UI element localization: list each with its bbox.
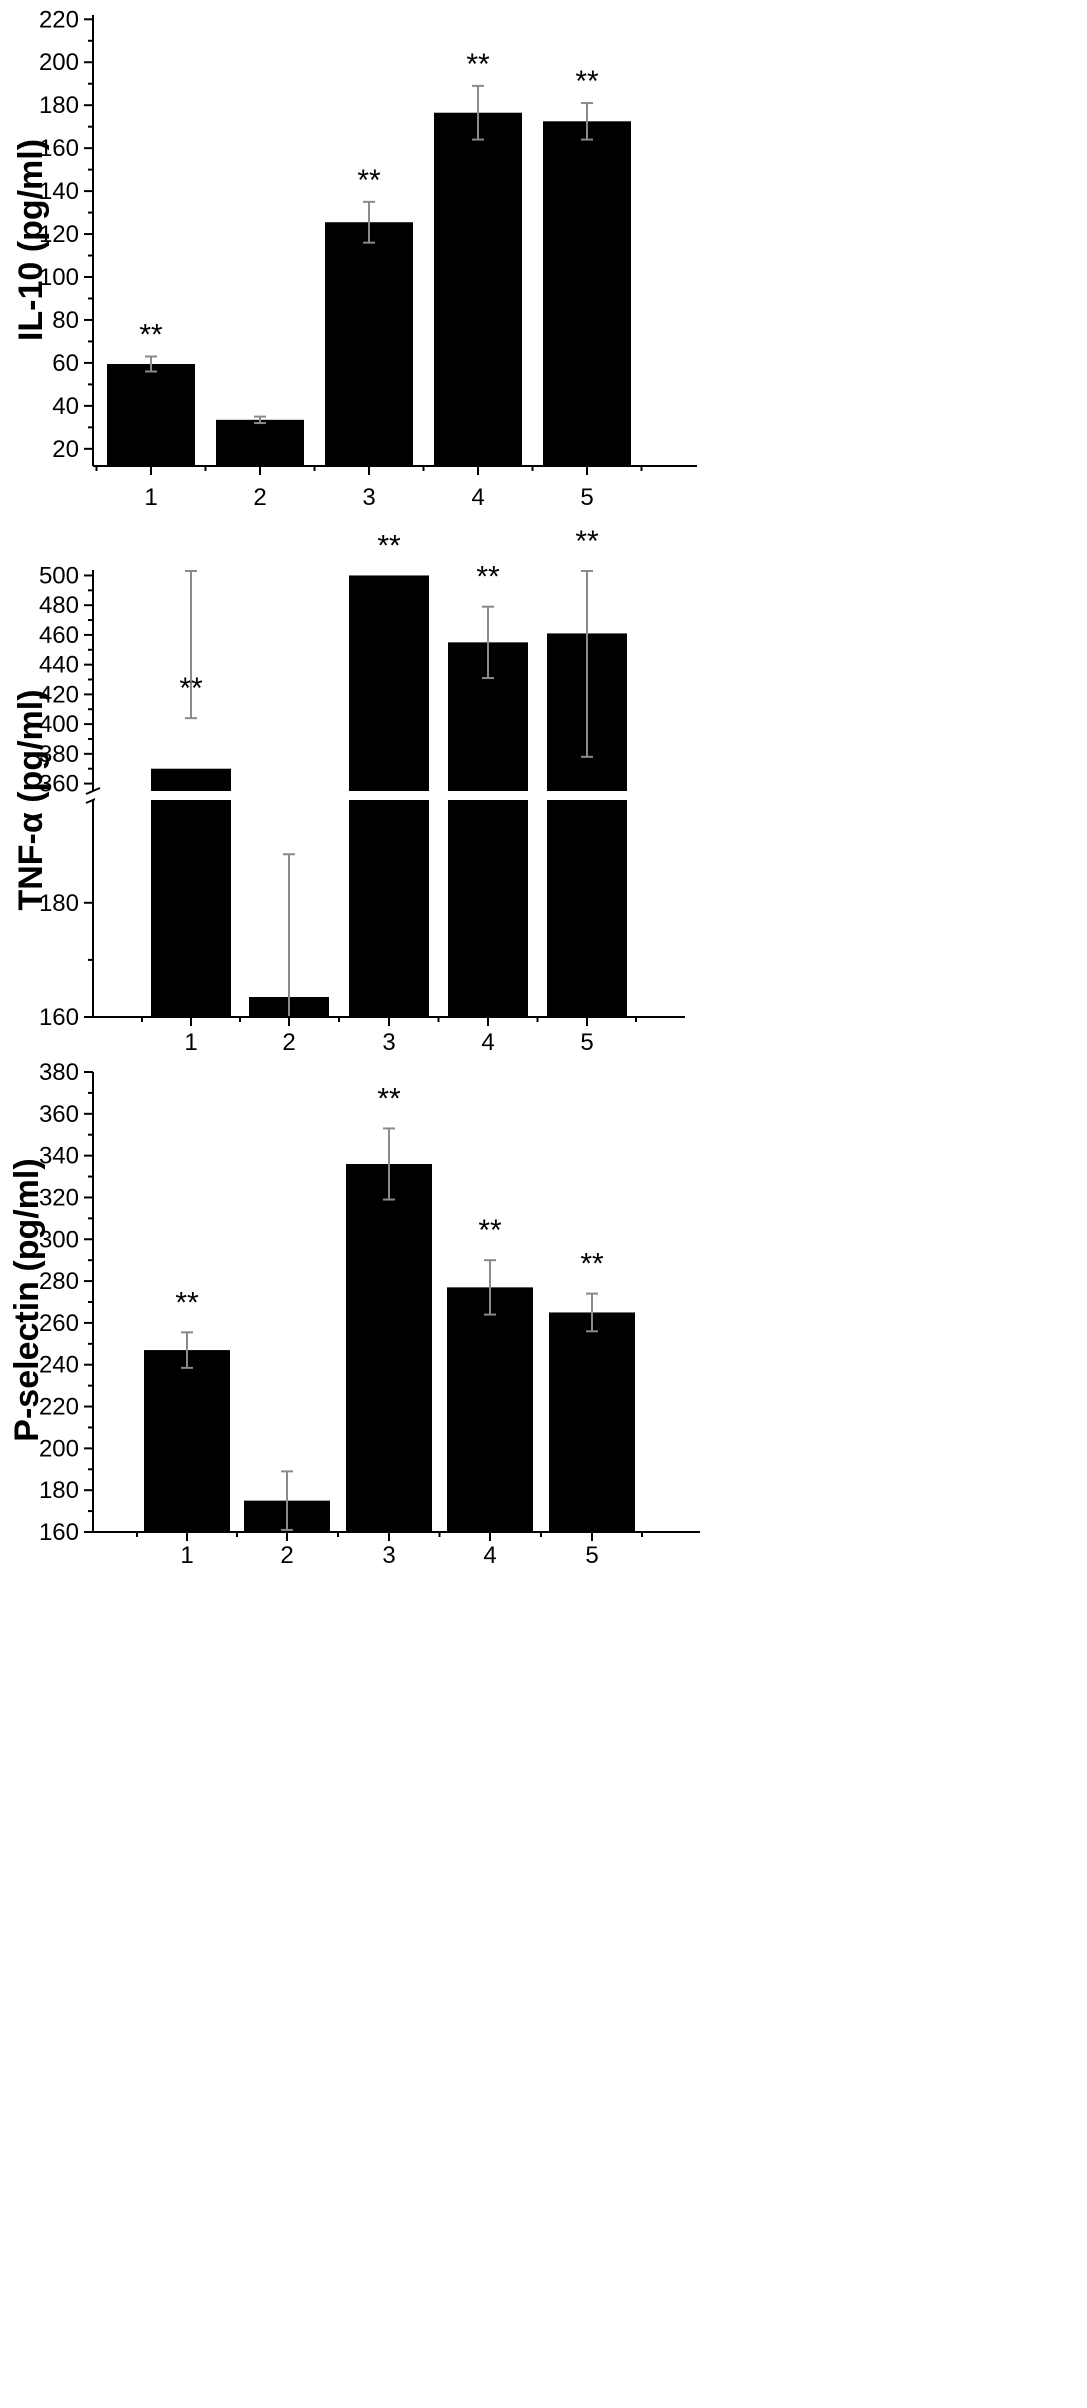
x-tick-label-2: 2 <box>282 1029 295 1056</box>
y-tick-label: 360 <box>39 771 79 798</box>
error-bar-3 <box>383 1127 395 1201</box>
x-tick-label-5: 5 <box>580 1029 593 1056</box>
significance-marker-5: ** <box>580 1248 604 1281</box>
y-tick-label: 260 <box>39 1310 79 1337</box>
bar-3 <box>349 800 429 1017</box>
axis-break-mark-upper <box>85 787 101 795</box>
error-bar-5 <box>586 1292 598 1333</box>
y-tick-label: 40 <box>52 393 79 420</box>
y-tick-label: 380 <box>39 741 79 768</box>
significance-marker-5: ** <box>575 65 599 98</box>
error-bar-4 <box>472 84 484 141</box>
y-tick-label: 60 <box>52 350 79 377</box>
x-tick-label-3: 3 <box>362 484 375 511</box>
significance-marker-3: ** <box>377 529 401 562</box>
axis-break-gap <box>95 791 687 800</box>
y-tick-label: 300 <box>39 1226 79 1253</box>
significance-marker-1: ** <box>175 1286 199 1319</box>
bar-4 <box>434 112 522 466</box>
significance-marker-4: ** <box>476 561 500 594</box>
significance-marker-3: ** <box>377 1082 401 1115</box>
y-tick-label: 480 <box>39 592 79 619</box>
y-tick-label: 160 <box>39 1004 79 1031</box>
y-tick-label: 180 <box>39 890 79 917</box>
significance-marker-4: ** <box>478 1214 502 1247</box>
y-tick-label: 200 <box>39 1435 79 1462</box>
y-tick-label: 380 <box>39 1059 79 1086</box>
y-tick-label: 460 <box>39 622 79 649</box>
y-tick-label: 240 <box>39 1352 79 1379</box>
x-tick-label-4: 4 <box>481 1029 494 1056</box>
bar-1 <box>144 1350 230 1532</box>
error-bar-5 <box>581 102 593 141</box>
bar-5 <box>547 800 627 1017</box>
error-bar-5 <box>581 570 593 758</box>
y-tick-label: 120 <box>39 221 79 248</box>
error-bar-2 <box>254 415 266 425</box>
y-tick-label: 140 <box>39 178 79 205</box>
y-tick-label: 320 <box>39 1184 79 1211</box>
error-bar-1 <box>181 1331 193 1369</box>
significance-marker-3: ** <box>357 164 381 197</box>
x-tick-label-2: 2 <box>253 484 266 511</box>
significance-marker-5: ** <box>575 525 599 558</box>
bar-5 <box>549 1312 635 1532</box>
x-tick-label-4: 4 <box>483 1542 496 1569</box>
error-bar-4 <box>484 1259 496 1316</box>
bar-4 <box>448 800 528 1017</box>
x-tick-label-1: 1 <box>144 484 157 511</box>
bar-3 <box>346 1164 432 1532</box>
y-tick-label: 180 <box>39 92 79 119</box>
y-axis-title: TNF-α (pg/ml) <box>12 689 50 910</box>
y-tick-label: 160 <box>39 135 79 162</box>
bar-1 <box>107 363 195 466</box>
x-tick-label-5: 5 <box>580 484 593 511</box>
x-tick-label-1: 1 <box>184 1029 197 1056</box>
y-tick-label: 400 <box>39 711 79 738</box>
bar-5 <box>543 121 631 467</box>
y-tick-label: 500 <box>39 562 79 589</box>
y-tick-label: 220 <box>39 6 79 33</box>
y-tick-label: 200 <box>39 49 79 76</box>
y-tick-label: 160 <box>39 1519 79 1546</box>
y-tick-label: 360 <box>39 1101 79 1128</box>
significance-marker-1: ** <box>139 318 163 351</box>
significance-marker-4: ** <box>466 48 490 81</box>
error-bar-1 <box>145 355 157 373</box>
x-tick-label-2: 2 <box>280 1542 293 1569</box>
y-tick-label: 20 <box>52 436 79 463</box>
x-tick-label-1: 1 <box>180 1542 193 1569</box>
error-bar-2 <box>281 1470 293 1531</box>
error-bar-4 <box>482 605 494 680</box>
y-tick-label: 280 <box>39 1268 79 1295</box>
y-axis-title: IL-10 (pg/ml) <box>12 139 50 341</box>
bar-2 <box>216 419 304 466</box>
y-axis-title: P-selectin (pg/ml) <box>8 1158 46 1441</box>
p-selectin-chart-panel: ** ** ** ** 160 180 200 220 240 260 280 300 320 340 36… <box>8 1059 700 1569</box>
bar-1 <box>151 800 231 1017</box>
y-tick-label: 440 <box>39 652 79 679</box>
y-tick-label: 180 <box>39 1477 79 1504</box>
bar-3 <box>325 222 413 466</box>
y-tick-label: 100 <box>39 264 79 291</box>
y-tick-label: 340 <box>39 1143 79 1170</box>
x-tick-label-4: 4 <box>471 484 484 511</box>
x-tick-label-3: 3 <box>382 1542 395 1569</box>
x-tick-label-3: 3 <box>382 1029 395 1056</box>
error-bar-3 <box>363 200 375 244</box>
bar-3-upper <box>349 575 429 791</box>
y-tick-label: 80 <box>52 307 79 334</box>
bar-4 <box>447 1287 533 1532</box>
y-tick-label: 220 <box>39 1394 79 1421</box>
bar-1-upper <box>151 768 231 791</box>
x-tick-label-5: 5 <box>585 1542 598 1569</box>
error-bar-2 <box>283 853 295 1018</box>
y-tick-label: 420 <box>39 681 79 708</box>
significance-marker-1: ** <box>179 672 203 705</box>
error-bar-1 <box>185 570 197 720</box>
il10-chart-panel: ** ** ** ** 20 40 60 80 100 120 140 160 180 200 220 1 2 3… <box>12 6 697 511</box>
